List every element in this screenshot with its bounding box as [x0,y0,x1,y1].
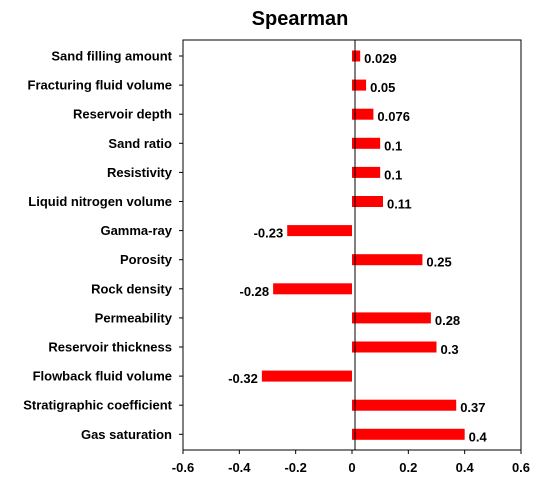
category-label-liquid-nitrogen-volume: Liquid nitrogen volume [28,194,172,209]
category-label-stratigraphic-coefficient: Stratigraphic coefficient [23,398,172,413]
category-label-sand-filling-amount: Sand filling amount [51,49,172,64]
category-label-gas-saturation: Gas saturation [81,427,172,442]
category-label-rock-density: Rock density [91,281,173,296]
bar-permeability [352,312,431,324]
value-label-gamma-ray: -0.23 [254,226,284,241]
x-tick-label-4: 0.2 [399,460,417,475]
bar-stratigraphic-coefficient [352,399,457,411]
value-label-porosity: 0.25 [426,255,451,270]
category-label-flowback-fluid-volume: Flowback fluid volume [33,369,172,384]
bar-reservoir-thickness [352,341,437,353]
category-label-reservoir-depth: Reservoir depth [73,107,172,122]
value-label-fracturing-fluid-volume: 0.05 [370,80,395,95]
plot-area-frame [182,39,522,451]
bar-resistivity [352,166,381,178]
value-label-flowback-fluid-volume: -0.32 [228,371,258,386]
category-label-porosity: Porosity [120,252,173,267]
bars-layer [261,50,465,440]
category-label-resistivity: Resistivity [107,165,173,180]
value-label-sand-filling-amount: 0.029 [364,51,397,66]
value-label-stratigraphic-coefficient: 0.37 [460,400,485,415]
bar-fracturing-fluid-volume [352,79,367,91]
x-tick-label-6: 0.6 [512,460,530,475]
bar-gamma-ray [287,225,352,237]
bar-sand-filling-amount [352,50,361,62]
value-label-permeability: 0.28 [435,313,460,328]
bar-flowback-fluid-volume [261,370,352,382]
bar-rock-density [273,283,352,295]
category-label-permeability: Permeability [95,310,173,325]
value-label-reservoir-depth: 0.076 [377,109,410,124]
category-label-sand-ratio: Sand ratio [108,136,172,151]
x-axis-ticks: -0.6 -0.4 -0.2 0 0.2 0.4 0.6 [172,450,530,475]
bar-sand-ratio [352,137,381,149]
category-label-reservoir-thickness: Reservoir thickness [48,340,172,355]
value-label-rock-density: -0.28 [239,284,269,299]
bar-liquid-nitrogen-volume [352,196,383,207]
labels-layer: Sand filling amount 0.029 Fracturing fluid… [23,49,487,445]
bar-porosity [352,254,423,266]
value-label-resistivity: 0.1 [384,167,402,182]
x-tick-label-0: -0.6 [172,460,194,475]
x-tick-label-3: 0 [348,460,355,475]
bar-reservoir-depth [352,108,374,120]
x-tick-label-5: 0.4 [456,460,475,475]
x-tick-label-2: -0.2 [284,460,306,475]
category-label-fracturing-fluid-volume: Fracturing fluid volume [28,78,172,93]
bar-gas-saturation [352,428,465,440]
value-label-reservoir-thickness: 0.3 [441,342,459,357]
value-label-sand-ratio: 0.1 [384,138,402,153]
chart-title: Spearman [252,8,349,30]
value-label-liquid-nitrogen-volume: 0.11 [387,197,412,212]
category-label-gamma-ray: Gamma-ray [100,223,172,238]
x-tick-label-1: -0.4 [228,460,251,475]
value-label-gas-saturation: 0.4 [469,429,488,444]
